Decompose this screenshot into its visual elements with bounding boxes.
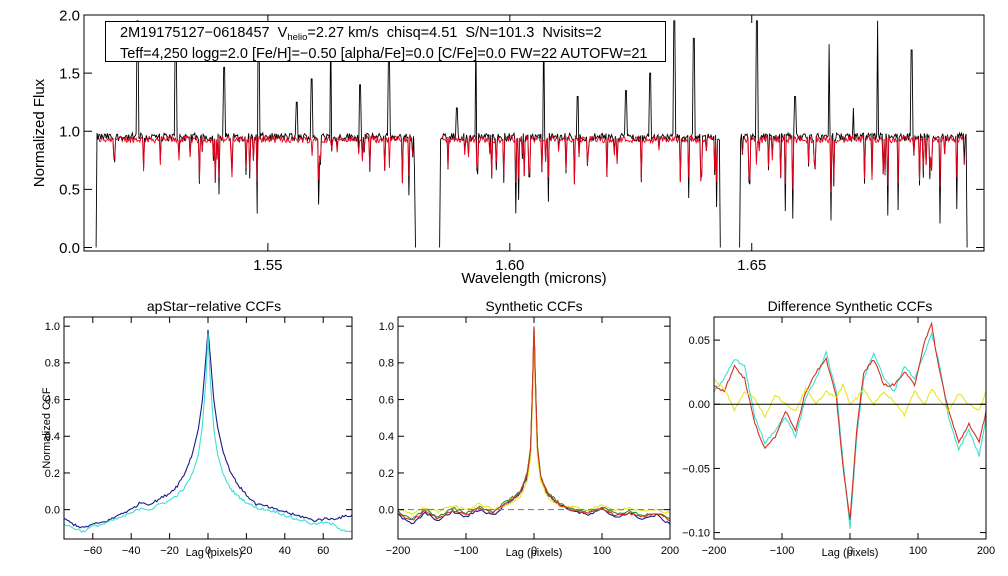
chisq: chisq=4.51 [386,25,458,41]
y-tick-label: −0.05 [682,463,710,475]
x-tick-label: 0 [205,545,211,557]
x-tick-label: 200 [661,545,679,557]
y-tick-label: 2.0 [59,7,80,24]
x-tick-label: −200 [386,545,411,557]
x-tick-label: −100 [770,545,795,557]
ccf2-axes: −200 −100 0 100 200 0.0 0.2 0.4 0.6 0.8 1.0 [379,317,679,557]
y-tick-label: 0.6 [45,394,60,406]
ccf-series-visit-2 [63,333,353,534]
y-tick-label: 0.00 [689,399,710,411]
x-tick-label: −200 [702,545,727,557]
alpha-fe: [alpha/Fe]=0.0 [340,46,434,62]
y-tick-label: 0.0 [59,240,80,257]
info-line-2: Teff=4,250 logg=2.0 [Fe/H]=−0.50 [alpha/… [120,46,665,63]
ccf-series-visit-3 [397,331,671,515]
x-tick-label: 1.55 [253,257,282,274]
x-tick-label: 0 [531,545,537,557]
ccf-series-visit-1 [397,327,671,525]
ccf-panel-2: Synthetic CCFs −200 −100 0 100 200 0.0 0.2 0.4 0… [379,298,679,559]
autofw: AUTOFW=21 [560,46,648,62]
ccf1-title: apStar−relative CCFs [147,298,281,314]
star-id: 2M19175127−0618457 [120,25,270,41]
fw: FW=22 [509,46,558,62]
ccf2-traces [397,326,671,525]
ccf1-traces [63,329,353,534]
x-tick-label: 20 [240,545,252,557]
spectrum-ylabel: Normalized Flux [31,78,48,187]
spectrum-axes: 1.55 1.60 1.65 0.0 0.5 1.0 1.5 2.0 [59,7,984,274]
ccf1-axes: −60 −40 −20 0 20 40 60 0.0 0.2 0.4 0.6 0.8 1.0 [45,317,352,557]
ccf-series-visit-2 [713,321,987,520]
x-tick-label: 60 [317,545,329,557]
x-tick-label: 200 [977,545,995,557]
ccf1-xlabel: Lag (pixels) [186,547,243,559]
y-tick-label: 0.8 [45,358,60,370]
y-tick-label: 0.05 [689,335,710,347]
ccf-series-visit-1 [63,329,353,529]
ccf1-ylabel: Normalized CCF [41,387,53,469]
x-tick-label: −60 [83,545,102,557]
model-spectrum-line [98,134,414,183]
stellar-parameters-box: 2M19175127−0618457 Vhelio=2.27 km/s chis… [105,21,666,62]
y-tick-label: 1.0 [59,124,80,141]
y-tick-label: 0.0 [379,504,394,516]
x-tick-label: −100 [454,545,479,557]
ccf1-frame [63,316,353,540]
y-tick-label: 0.8 [379,358,394,370]
y-tick-label: −0.10 [682,527,710,539]
ccf3-xlabel: Lag (pixels) [822,547,879,559]
ccf-series-visit-2 [397,329,671,521]
y-tick-label: 0.5 [59,182,80,199]
ccf-panel-1: apStar−relative CCFs −60 −40 −20 0 20 40 60 0.0… [41,298,353,559]
y-tick-label: 1.5 [59,65,80,82]
model-spectrum-line [741,134,965,193]
info-line-1: 2M19175127−0618457 Vhelio=2.27 km/s chis… [120,25,665,46]
spectrum-frame [83,14,985,252]
x-tick-label: 100 [909,545,927,557]
spectrum-panel: 1.55 1.60 1.65 0.0 0.5 1.0 1.5 2.0 Wavelength (… [31,7,985,287]
y-tick-label: 1.0 [379,321,394,333]
x-tick-label: 1.65 [737,257,766,274]
model-spectrum-line [441,134,718,184]
x-tick-label: 40 [279,545,291,557]
ccf3-traces [713,321,987,529]
ccf2-title: Synthetic CCFs [485,298,582,314]
observed-spectrum-line [439,20,721,248]
y-tick-label: 0.4 [45,431,60,443]
observed-spectrum-line [739,20,968,248]
teff: Teff=4,250 [120,46,188,62]
feh: [Fe/H]=−0.50 [251,46,337,62]
ccf2-xlabel: Lag (pixels) [506,547,563,559]
ccf3-title: Difference Synthetic CCFs [768,298,933,314]
vhelio-label: V [277,25,288,41]
y-tick-label: 0.4 [379,431,394,443]
ccf-series-combined [397,326,671,522]
vhelio-subscript: helio [287,32,308,43]
x-tick-label: −20 [160,545,179,557]
x-tick-label: −40 [122,545,141,557]
y-tick-label: 0.6 [379,394,394,406]
x-tick-label: 0 [847,545,853,557]
nvisits: Nvisits=2 [542,25,602,41]
logg: logg=2.0 [191,46,248,62]
c-fe: [C/Fe]=0.0 [437,46,506,62]
ccf-series-visit-3 [713,377,987,419]
ccf-panel-3: Difference Synthetic CCFs −200 −100 0 100 20… [682,298,995,559]
x-tick-label: 1.60 [495,257,524,274]
spectrum-traces [95,20,968,248]
ccf-series-visit-1 [713,331,987,529]
y-tick-label: 1.0 [45,321,60,333]
snr: S/N=101.3 [465,25,535,41]
ccf3-frame [713,316,987,540]
vhelio-value: =2.27 km/s [307,25,379,41]
spectrum-xlabel: Wavelength (microns) [461,270,606,287]
x-tick-label: 100 [593,545,611,557]
y-tick-label: 0.2 [379,468,394,480]
y-tick-label: 0.2 [45,468,60,480]
ccf3-axes: −200 −100 0 100 200 −0.10 −0.05 0.00 0.05 [682,317,995,557]
y-tick-label: 0.0 [45,504,60,516]
